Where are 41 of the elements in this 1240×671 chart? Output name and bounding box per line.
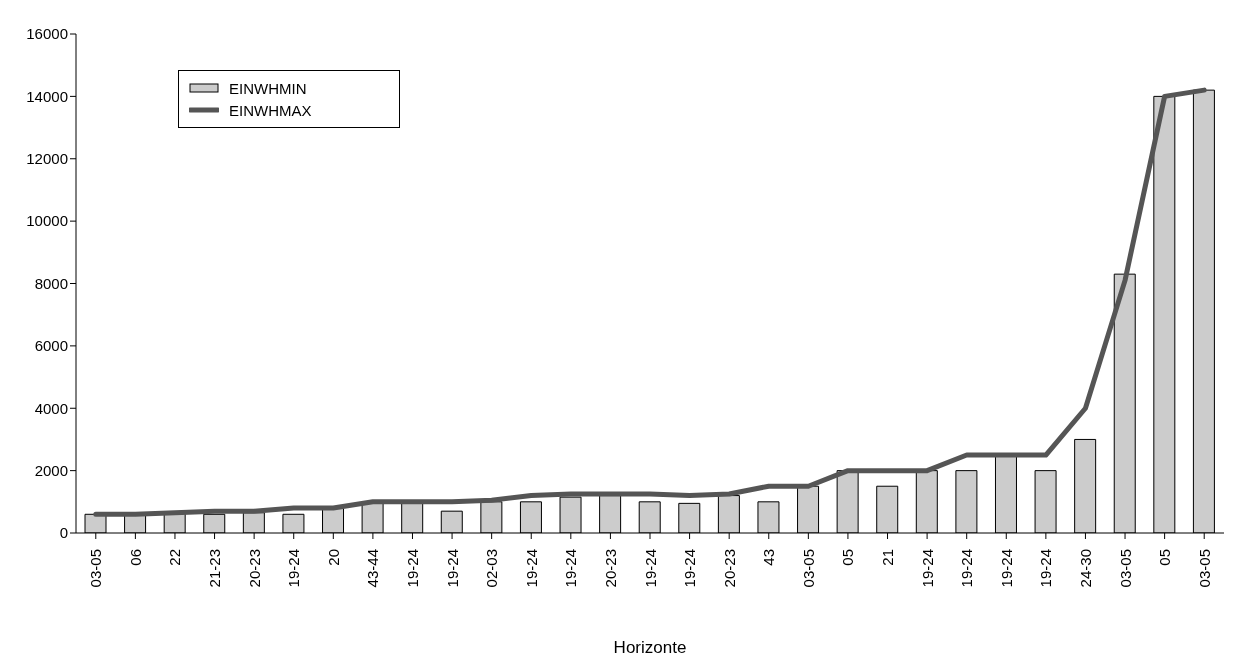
x-tick-label: 03-05	[1116, 549, 1134, 588]
x-tick-label: 05	[839, 549, 857, 566]
x-tick-label: 03-05	[1195, 549, 1213, 588]
x-tick-label: 19-24	[641, 549, 659, 588]
x-tick-label: 21	[879, 549, 897, 566]
y-tick-label: 12000	[26, 150, 68, 168]
x-tick-label: 19-24	[681, 549, 699, 588]
x-tick-label: 19-24	[522, 549, 540, 588]
y-tick-label: 10000	[26, 212, 68, 230]
x-tick-label: 22	[166, 549, 184, 566]
x-tick-label: 05	[1156, 549, 1174, 566]
x-tick-label: 24-30	[1076, 549, 1094, 588]
y-tick-label: 6000	[34, 337, 68, 355]
x-tick-label: 21-23	[206, 549, 224, 588]
y-tick-label: 2000	[34, 461, 68, 479]
x-tick-label: 19-24	[562, 549, 580, 588]
x-tick-label: 20-23	[720, 549, 738, 588]
y-tick-label: 14000	[26, 87, 68, 105]
x-tick-label: 43-44	[364, 549, 382, 588]
x-tick-label: 20-23	[601, 549, 619, 588]
y-tick-label: 8000	[34, 274, 68, 292]
x-tick-label: 43	[760, 549, 778, 566]
x-tick-label: 19-24	[1037, 549, 1055, 588]
x-tick-label: 19-24	[997, 549, 1015, 588]
x-tick-label: 19-24	[918, 549, 936, 588]
x-tick-label: 19-24	[285, 549, 303, 588]
x-tick-label: 19-24	[443, 549, 461, 588]
legend-label: EINWHMAX	[229, 101, 312, 119]
x-tick-label: 03-05	[87, 549, 105, 588]
x-tick-label: 20	[324, 549, 342, 566]
y-tick-label: 4000	[34, 399, 68, 417]
x-tick-label: 02-03	[483, 549, 501, 588]
x-axis-title: Horizonte	[613, 638, 687, 657]
y-tick-label: 0	[59, 524, 68, 542]
x-tick-label: 19-24	[403, 549, 421, 588]
x-tick-label: 20-23	[245, 549, 263, 588]
x-tick-label: 03-05	[799, 549, 817, 588]
x-tick-label: 19-24	[958, 549, 976, 588]
x-tick-label: 06	[126, 549, 144, 566]
legend-label: EINWHMIN	[229, 79, 307, 97]
y-tick-label: 16000	[26, 25, 68, 43]
